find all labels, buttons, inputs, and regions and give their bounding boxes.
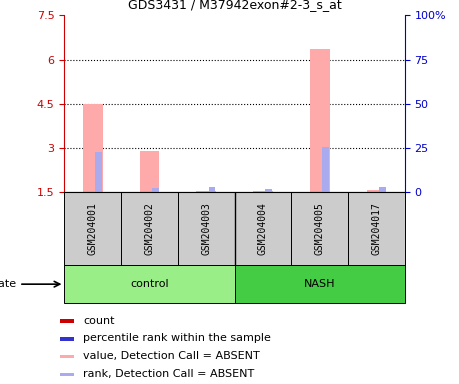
Bar: [60, 319, 74, 323]
Bar: [321, 147, 328, 192]
Bar: [60, 337, 74, 341]
Text: count: count: [84, 316, 115, 326]
Bar: [347, 192, 404, 265]
Text: GSM204017: GSM204017: [370, 202, 381, 255]
Text: GSM204001: GSM204001: [88, 202, 98, 255]
Text: GSM204005: GSM204005: [314, 202, 324, 255]
Text: GSM204003: GSM204003: [201, 202, 211, 255]
Text: disease state: disease state: [0, 279, 16, 289]
Bar: [64, 265, 234, 303]
Bar: [234, 192, 291, 265]
Bar: [64, 192, 121, 265]
Bar: [178, 192, 234, 265]
Bar: [366, 190, 386, 192]
Bar: [95, 152, 101, 192]
Bar: [265, 189, 271, 192]
Bar: [121, 192, 178, 265]
Text: rank, Detection Call = ABSENT: rank, Detection Call = ABSENT: [84, 369, 254, 379]
Text: percentile rank within the sample: percentile rank within the sample: [84, 333, 271, 343]
Text: value, Detection Call = ABSENT: value, Detection Call = ABSENT: [84, 351, 260, 361]
Bar: [309, 49, 329, 192]
Bar: [83, 104, 102, 192]
Bar: [139, 151, 159, 192]
Text: GSM204004: GSM204004: [257, 202, 268, 255]
Text: NASH: NASH: [303, 279, 335, 289]
Bar: [208, 187, 215, 192]
Text: control: control: [130, 279, 168, 289]
Title: GDS3431 / M37942exon#2-3_s_at: GDS3431 / M37942exon#2-3_s_at: [128, 0, 341, 12]
Bar: [196, 190, 216, 192]
Bar: [60, 355, 74, 358]
Bar: [60, 372, 74, 376]
Text: GSM204002: GSM204002: [144, 202, 154, 255]
Bar: [378, 187, 385, 192]
Bar: [234, 265, 404, 303]
Bar: [252, 191, 272, 192]
Bar: [291, 192, 347, 265]
Bar: [151, 189, 158, 192]
